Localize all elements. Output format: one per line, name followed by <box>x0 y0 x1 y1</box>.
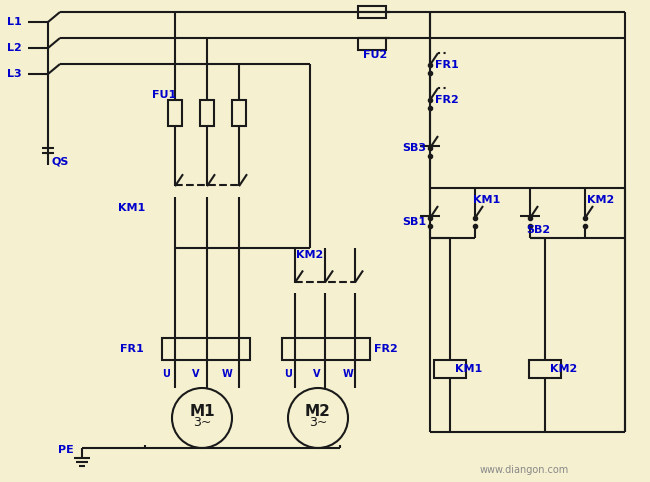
Text: L3: L3 <box>7 69 21 79</box>
Text: PE: PE <box>58 445 73 455</box>
Text: M2: M2 <box>305 403 331 418</box>
Bar <box>162 338 250 360</box>
Text: SB2: SB2 <box>526 225 550 235</box>
Text: W: W <box>343 369 354 379</box>
Bar <box>200 100 214 126</box>
Bar <box>282 338 370 360</box>
Text: FR1: FR1 <box>120 344 144 354</box>
Text: 3~: 3~ <box>309 416 327 429</box>
Text: U: U <box>162 369 170 379</box>
Text: FU1: FU1 <box>152 90 176 100</box>
Text: L1: L1 <box>7 17 21 27</box>
Text: V: V <box>313 369 320 379</box>
Text: U: U <box>284 369 292 379</box>
Text: V: V <box>192 369 200 379</box>
Text: FR2: FR2 <box>435 95 459 105</box>
Bar <box>232 100 246 126</box>
Bar <box>358 6 386 18</box>
Text: FU2: FU2 <box>363 50 387 60</box>
Bar <box>358 38 386 50</box>
Text: KM1: KM1 <box>455 364 482 374</box>
Text: KM2: KM2 <box>587 195 614 205</box>
Text: W: W <box>222 369 233 379</box>
Text: KM2: KM2 <box>296 250 323 260</box>
Text: 3~: 3~ <box>193 416 211 429</box>
Text: FR2: FR2 <box>374 344 398 354</box>
Bar <box>529 360 561 378</box>
Text: SB1: SB1 <box>402 217 426 227</box>
Text: FR1: FR1 <box>435 60 459 70</box>
Text: KM2: KM2 <box>550 364 577 374</box>
Bar <box>434 360 466 378</box>
Text: QS: QS <box>52 157 70 167</box>
Bar <box>168 100 182 126</box>
Text: L2: L2 <box>7 43 21 53</box>
Text: KM1: KM1 <box>118 203 145 213</box>
Text: KM1: KM1 <box>473 195 500 205</box>
Text: SB3: SB3 <box>402 143 426 153</box>
Text: M1: M1 <box>189 403 214 418</box>
Text: www.diangon.com: www.diangon.com <box>480 465 569 475</box>
